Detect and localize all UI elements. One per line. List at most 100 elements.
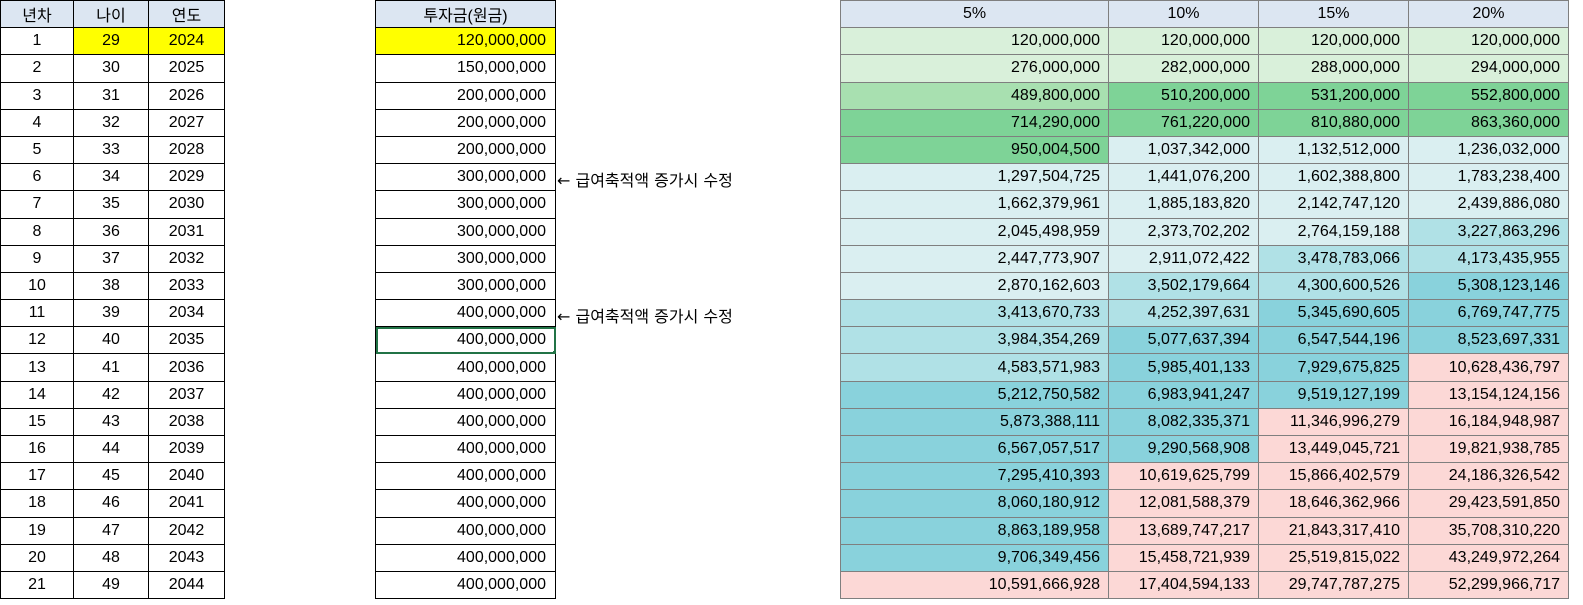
table-cell[interactable]: 2: [0, 54, 74, 83]
table-cell[interactable]: 15: [0, 407, 74, 437]
table-cell[interactable]: 2038: [148, 407, 225, 437]
growth-cell[interactable]: 8,863,189,958: [840, 516, 1109, 545]
growth-cell[interactable]: 2,447,773,907: [840, 244, 1109, 273]
growth-cell[interactable]: 7,295,410,393: [840, 462, 1109, 491]
table-cell[interactable]: 2040: [148, 462, 225, 491]
growth-cell[interactable]: 8,060,180,912: [840, 489, 1109, 518]
table-cell[interactable]: 2032: [148, 244, 225, 273]
investment-cell[interactable]: 400,000,000: [375, 299, 556, 328]
growth-cell[interactable]: 13,449,045,721: [1258, 434, 1409, 464]
table-cell[interactable]: 2035: [148, 326, 225, 355]
investment-cell[interactable]: 200,000,000: [375, 81, 556, 110]
growth-cell[interactable]: 15,866,402,579: [1258, 462, 1409, 491]
growth-cell[interactable]: 3,984,354,269: [840, 326, 1109, 355]
investment-cell[interactable]: 400,000,000: [375, 462, 556, 491]
table-cell[interactable]: 29: [73, 27, 149, 56]
growth-cell[interactable]: 24,186,326,542: [1408, 462, 1569, 491]
growth-cell[interactable]: 1,441,076,200: [1108, 163, 1259, 192]
growth-cell[interactable]: 2,764,159,188: [1258, 217, 1409, 246]
table-cell[interactable]: 2028: [148, 135, 225, 165]
growth-cell[interactable]: 282,000,000: [1108, 54, 1259, 83]
growth-cell[interactable]: 5,985,401,133: [1108, 353, 1259, 382]
growth-cell[interactable]: 2,870,162,603: [840, 271, 1109, 301]
growth-cell[interactable]: 2,373,702,202: [1108, 217, 1259, 246]
table-cell[interactable]: 32: [73, 108, 149, 137]
growth-cell[interactable]: 29,747,787,275: [1258, 570, 1409, 600]
header-cell[interactable]: 나이: [73, 0, 149, 29]
investment-cell[interactable]: 400,000,000: [375, 434, 556, 464]
table-cell[interactable]: 14: [0, 380, 74, 409]
table-cell[interactable]: 41: [73, 353, 149, 382]
table-cell[interactable]: 16: [0, 434, 74, 464]
growth-cell[interactable]: 17,404,594,133: [1108, 570, 1259, 600]
growth-cell[interactable]: 3,502,179,664: [1108, 271, 1259, 301]
table-cell[interactable]: 48: [73, 543, 149, 572]
growth-cell[interactable]: 552,800,000: [1408, 81, 1569, 110]
investment-cell[interactable]: 400,000,000: [375, 570, 556, 600]
growth-cell[interactable]: 13,689,747,217: [1108, 516, 1259, 545]
table-cell[interactable]: 11: [0, 299, 74, 328]
growth-cell[interactable]: 4,252,397,631: [1108, 299, 1259, 328]
growth-cell[interactable]: 8,523,697,331: [1408, 326, 1569, 355]
table-cell[interactable]: 2039: [148, 434, 225, 464]
table-cell[interactable]: 2031: [148, 217, 225, 246]
table-cell[interactable]: 1: [0, 27, 74, 56]
growth-cell[interactable]: 2,911,072,422: [1108, 244, 1259, 273]
growth-cell[interactable]: 5,212,750,582: [840, 380, 1109, 409]
growth-cell[interactable]: 489,800,000: [840, 81, 1109, 110]
table-cell[interactable]: 34: [73, 163, 149, 192]
table-cell[interactable]: 21: [0, 570, 74, 600]
investment-cell[interactable]: 300,000,000: [375, 271, 556, 301]
growth-cell[interactable]: 1,037,342,000: [1108, 135, 1259, 165]
growth-cell[interactable]: 531,200,000: [1258, 81, 1409, 110]
growth-cell[interactable]: 863,360,000: [1408, 108, 1569, 137]
rate-header[interactable]: 5%: [840, 0, 1109, 29]
table-cell[interactable]: 43: [73, 407, 149, 437]
growth-cell[interactable]: 13,154,124,156: [1408, 380, 1569, 409]
growth-cell[interactable]: 9,290,568,908: [1108, 434, 1259, 464]
growth-cell[interactable]: 9,706,349,456: [840, 543, 1109, 572]
table-cell[interactable]: 7: [0, 190, 74, 219]
growth-cell[interactable]: 8,082,335,371: [1108, 407, 1259, 437]
table-cell[interactable]: 6: [0, 163, 74, 192]
growth-cell[interactable]: 714,290,000: [840, 108, 1109, 137]
table-cell[interactable]: 2036: [148, 353, 225, 382]
table-cell[interactable]: 8: [0, 217, 74, 246]
growth-cell[interactable]: 10,628,436,797: [1408, 353, 1569, 382]
table-cell[interactable]: 2037: [148, 380, 225, 409]
investment-cell[interactable]: 300,000,000: [375, 217, 556, 246]
table-cell[interactable]: 44: [73, 434, 149, 464]
growth-cell[interactable]: 120,000,000: [1108, 27, 1259, 56]
table-cell[interactable]: 47: [73, 516, 149, 545]
table-cell[interactable]: 45: [73, 462, 149, 491]
table-cell[interactable]: 42: [73, 380, 149, 409]
growth-cell[interactable]: 2,142,747,120: [1258, 190, 1409, 219]
growth-cell[interactable]: 1,885,183,820: [1108, 190, 1259, 219]
table-cell[interactable]: 4: [0, 108, 74, 137]
investment-cell[interactable]: 300,000,000: [375, 163, 556, 192]
table-cell[interactable]: 2044: [148, 570, 225, 600]
growth-cell[interactable]: 12,081,588,379: [1108, 489, 1259, 518]
growth-cell[interactable]: 2,439,886,080: [1408, 190, 1569, 219]
table-cell[interactable]: 46: [73, 489, 149, 518]
table-cell[interactable]: 12: [0, 326, 74, 355]
growth-cell[interactable]: 35,708,310,220: [1408, 516, 1569, 545]
growth-cell[interactable]: 276,000,000: [840, 54, 1109, 83]
table-cell[interactable]: 37: [73, 244, 149, 273]
table-cell[interactable]: 2024: [148, 27, 225, 56]
growth-cell[interactable]: 10,619,625,799: [1108, 462, 1259, 491]
table-cell[interactable]: 2030: [148, 190, 225, 219]
growth-cell[interactable]: 21,843,317,410: [1258, 516, 1409, 545]
rate-header[interactable]: 15%: [1258, 0, 1409, 29]
rate-header[interactable]: 20%: [1408, 0, 1569, 29]
table-cell[interactable]: 2029: [148, 163, 225, 192]
table-cell[interactable]: 2027: [148, 108, 225, 137]
growth-cell[interactable]: 3,227,863,296: [1408, 217, 1569, 246]
investment-cell[interactable]: 400,000,000: [375, 380, 556, 409]
table-cell[interactable]: 38: [73, 271, 149, 301]
growth-cell[interactable]: 5,345,690,605: [1258, 299, 1409, 328]
rate-header[interactable]: 10%: [1108, 0, 1259, 29]
growth-cell[interactable]: 5,077,637,394: [1108, 326, 1259, 355]
table-cell[interactable]: 17: [0, 462, 74, 491]
investment-cell[interactable]: 400,000,000: [375, 353, 556, 382]
